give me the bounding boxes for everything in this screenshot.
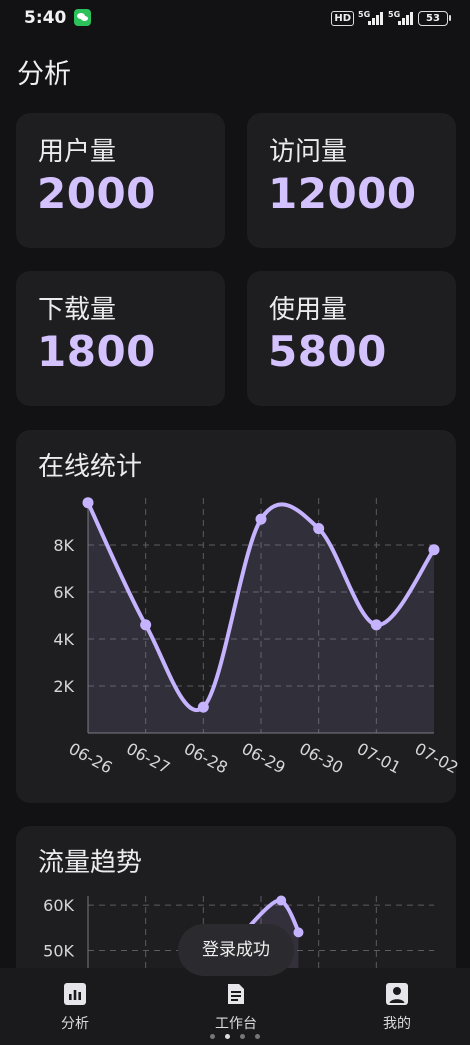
data-point — [428, 544, 440, 556]
nav-label: 工作台 — [215, 1016, 257, 1032]
status-bar: 5:40 HD 5G 5G 53 — [0, 0, 470, 36]
nav-label: 分析 — [61, 1016, 89, 1032]
x-tick-label: 06-29 — [239, 739, 289, 778]
online-chart-card: 在线统计 2K 4K 6K 8K 06-26 06-27 06-28 06-29 06-30 07… — [16, 430, 462, 803]
data-point — [276, 895, 287, 906]
nav-item-profile[interactable]: 我的 — [337, 968, 457, 1038]
data-point — [293, 927, 304, 938]
page-dot — [225, 1034, 230, 1039]
chart-title: 流量趋势 — [38, 848, 143, 878]
stat-label: 下载量 — [38, 295, 117, 325]
stat-value: 1800 — [37, 327, 156, 376]
y-tick-label: 6K — [53, 583, 74, 602]
chart-title: 在线统计 — [38, 452, 143, 482]
bar-chart-icon — [64, 983, 86, 1005]
data-point — [140, 619, 152, 631]
x-tick-label: 06-27 — [123, 739, 173, 778]
series-area — [88, 502, 434, 733]
x-tick-label: 07-01 — [354, 739, 404, 778]
page-dot — [255, 1034, 260, 1039]
wechat-icon — [74, 9, 91, 26]
page-title: 分析 — [17, 59, 71, 90]
x-tick-label: 07-02 — [412, 739, 462, 778]
data-point — [370, 619, 382, 631]
page-dot — [240, 1034, 245, 1039]
x-tick-label: 06-30 — [296, 739, 346, 778]
bottom-nav: 分析 工作台 我的 — [0, 968, 470, 1045]
stat-card-users: 用户量 2000 — [16, 113, 225, 248]
stat-card-visits: 访问量 12000 — [247, 113, 456, 248]
toast-message: 登录成功 — [178, 924, 294, 976]
stat-label: 使用量 — [269, 295, 348, 325]
data-point — [255, 513, 267, 525]
y-tick-label: 8K — [53, 536, 74, 555]
signal-icon: 5G — [358, 10, 384, 26]
person-icon — [386, 983, 408, 1005]
hd-badge: HD — [331, 10, 354, 26]
x-tick-label: 06-28 — [181, 739, 231, 778]
page-dot — [210, 1034, 215, 1039]
stat-card-downloads: 下载量 1800 — [16, 271, 225, 406]
nav-item-workbench[interactable]: 工作台 — [176, 968, 296, 1038]
x-tick-label: 06-26 — [66, 739, 116, 778]
battery-icon: 53 — [418, 10, 451, 26]
y-tick-label: 60K — [43, 896, 74, 915]
data-point — [313, 523, 325, 535]
stat-value: 2000 — [37, 169, 156, 218]
stat-card-usage: 使用量 5800 — [247, 271, 456, 406]
nav-item-analysis[interactable]: 分析 — [15, 968, 135, 1038]
y-tick-label: 50K — [43, 942, 74, 961]
stat-value: 5800 — [268, 327, 387, 376]
stat-label: 用户量 — [38, 137, 117, 167]
online-chart: 2K 4K 6K 8K 06-26 06-27 06-28 06-29 06-30 07-01 07… — [53, 497, 462, 778]
stat-value: 12000 — [268, 169, 417, 218]
signal-icon-2: 5G — [388, 10, 414, 26]
y-tick-label: 4K — [53, 630, 74, 649]
data-point — [82, 497, 94, 509]
status-indicators: HD 5G 5G 53 — [331, 9, 451, 27]
nav-label: 我的 — [383, 1016, 411, 1032]
data-point — [197, 701, 209, 713]
y-tick-label: 2K — [53, 677, 74, 696]
page-indicator — [0, 1034, 470, 1042]
status-time: 5:40 — [24, 8, 67, 28]
document-icon — [228, 984, 244, 1004]
stat-label: 访问量 — [269, 137, 348, 167]
